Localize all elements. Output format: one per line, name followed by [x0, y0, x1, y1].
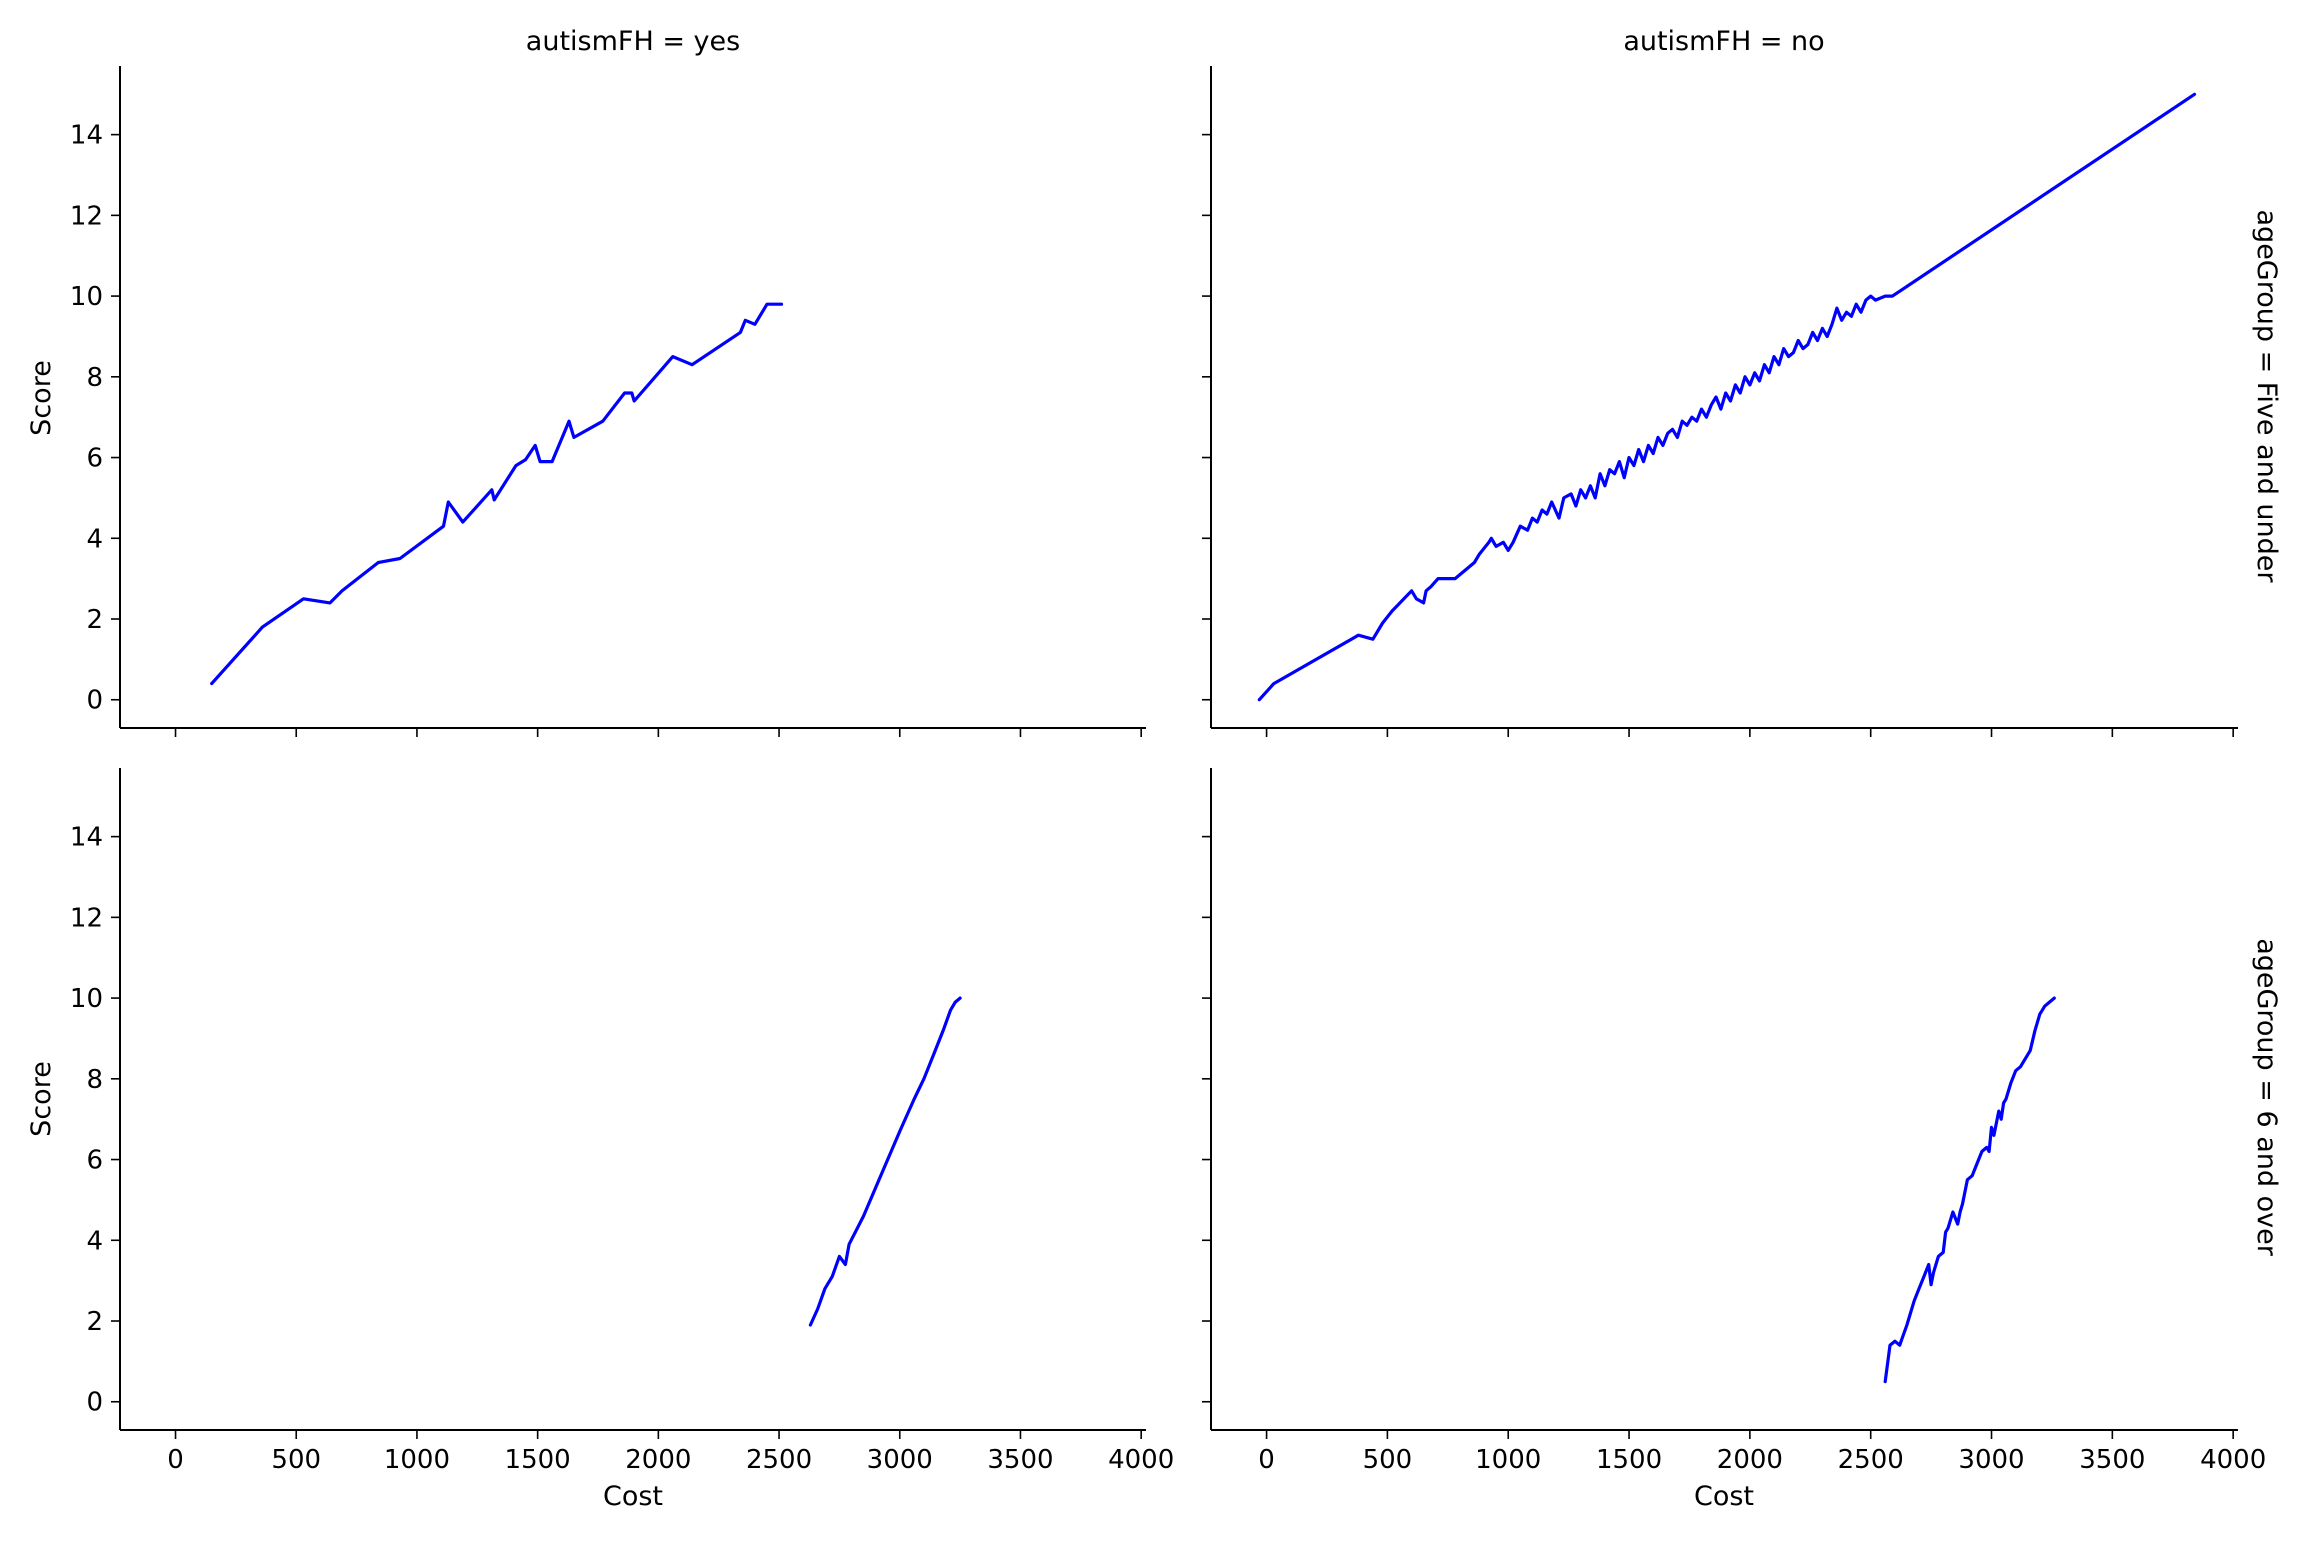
- x-tick-label: 500: [1363, 1445, 1413, 1475]
- x-tick-label: 3000: [867, 1445, 933, 1475]
- row-facet-title-6-and-over: ageGroup = 6 and over: [2251, 938, 2282, 1257]
- x-tick-label: 2500: [746, 1445, 812, 1475]
- y-tick-label: 8: [86, 1065, 103, 1095]
- x-tick-label: 2000: [625, 1445, 691, 1475]
- row-facet-title-five-and-under: ageGroup = Five and under: [2251, 210, 2282, 584]
- y-tick-label: 12: [70, 903, 103, 933]
- x-tick-label: 1500: [1596, 1445, 1662, 1475]
- y-tick-label: 0: [86, 686, 103, 716]
- series-line: [210, 302, 784, 686]
- x-axis-label-left: Cost: [603, 1481, 663, 1512]
- series-line: [1883, 996, 2056, 1384]
- y-tick-label: 2: [86, 1307, 103, 1337]
- y-tick-label: 4: [86, 524, 103, 554]
- x-tick-label: 3500: [2079, 1445, 2145, 1475]
- x-tick-label: 3000: [1958, 1445, 2024, 1475]
- panel-2: [1202, 66, 2238, 737]
- panel-1: 0 2 4 6 8 10 12 14: [70, 66, 1146, 737]
- series-line: [808, 996, 962, 1327]
- x-tick-label: 2000: [1717, 1445, 1783, 1475]
- x-tick-label: 1000: [384, 1445, 450, 1475]
- y-tick-label: 4: [86, 1226, 103, 1256]
- panel-4: 0 500 1000 1500 2000 2500 3000 3500 4000: [1202, 768, 2266, 1475]
- y-tick-label: 14: [70, 823, 103, 853]
- y-axis-label-top: Score: [26, 360, 57, 436]
- y-tick-label: 0: [86, 1388, 103, 1418]
- x-axis-label-right: Cost: [1694, 1481, 1754, 1512]
- x-tick-label: 2500: [1838, 1445, 1904, 1475]
- x-tick-label: 1000: [1475, 1445, 1541, 1475]
- x-tick-label: 3500: [987, 1445, 1053, 1475]
- y-axis-label-bottom: Score: [26, 1061, 57, 1137]
- y-tick-label: 6: [86, 444, 103, 474]
- x-tick-label: 1500: [505, 1445, 571, 1475]
- x-tick-label: 4000: [2200, 1445, 2266, 1475]
- col-facet-title-no: autismFH = no: [1623, 26, 1824, 57]
- panels-layer: 0 2 4 6 8 10 12 14 0 2 4 6 8 10 12 14 0 500 1000 1500 2000 25…: [70, 66, 2266, 1475]
- y-tick-label: 12: [70, 201, 103, 231]
- x-tick-label: 4000: [1108, 1445, 1174, 1475]
- y-tick-label: 6: [86, 1146, 103, 1176]
- y-tick-label: 14: [70, 121, 103, 151]
- x-tick-label: 0: [1258, 1445, 1275, 1475]
- y-tick-label: 10: [70, 282, 103, 312]
- y-tick-label: 2: [86, 605, 103, 635]
- y-tick-label: 10: [70, 984, 103, 1014]
- series-line: [1257, 92, 2197, 702]
- col-facet-title-yes: autismFH = yes: [526, 26, 740, 57]
- x-tick-label: 0: [167, 1445, 184, 1475]
- panel-3: 0 2 4 6 8 10 12 14 0 500 1000 1500 2000 2500 3000 3500 4…: [70, 768, 1174, 1475]
- x-tick-label: 500: [271, 1445, 321, 1475]
- y-tick-label: 8: [86, 363, 103, 393]
